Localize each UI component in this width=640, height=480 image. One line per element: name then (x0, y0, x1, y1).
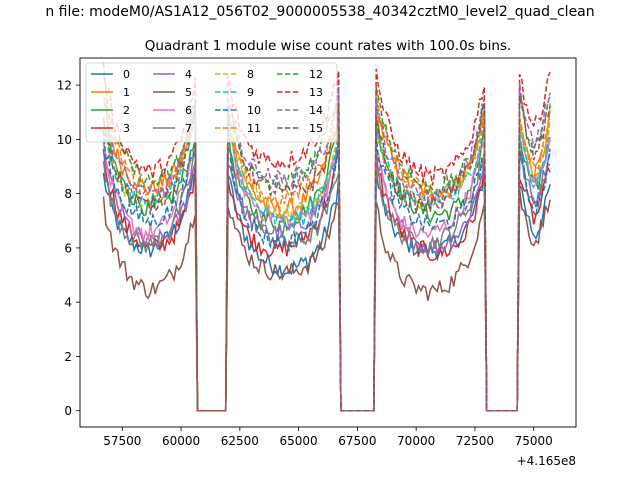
legend-label-4: 4 (185, 68, 192, 81)
x-axis-offset-label: +4.165e8 (517, 454, 576, 468)
series-line-9 (102, 110, 551, 412)
axes-frame (79, 57, 577, 428)
legend-label-12: 12 (309, 68, 323, 81)
series-line-7 (102, 147, 551, 412)
series-line-4 (102, 139, 551, 412)
y-tick-label: 0 (64, 404, 72, 418)
series-line-14 (103, 82, 551, 412)
legend-label-13: 13 (309, 86, 323, 99)
x-tick-label: 67500 (338, 434, 376, 448)
legend-label-7: 7 (185, 122, 192, 135)
series-line-15 (102, 95, 551, 412)
series-line-10 (102, 130, 551, 412)
series-line-5 (102, 188, 551, 412)
series-line-11 (102, 86, 551, 412)
y-tick-label: 4 (64, 296, 72, 310)
legend-label-14: 14 (309, 104, 323, 117)
y-tick-label: 8 (64, 187, 72, 201)
x-tick-label: 62500 (221, 434, 259, 448)
legend-label-15: 15 (309, 122, 323, 135)
x-tick-label: 57500 (103, 434, 141, 448)
x-tick-label: 75000 (515, 434, 553, 448)
x-tick-label: 65000 (280, 434, 318, 448)
y-tick-label: 10 (57, 133, 72, 147)
legend-label-9: 9 (247, 86, 254, 99)
series-line-6 (102, 129, 551, 412)
x-tick-label: 60000 (162, 434, 200, 448)
y-axis: 0 2 4 6 8 10 12 (57, 79, 80, 418)
legend-label-5: 5 (185, 86, 192, 99)
x-tick-label: 70000 (397, 434, 435, 448)
legend-label-3: 3 (123, 122, 130, 135)
legend-label-10: 10 (247, 104, 261, 117)
legend-label-11: 11 (247, 122, 261, 135)
x-tick-label: 72500 (456, 434, 494, 448)
y-tick-label: 2 (64, 350, 72, 364)
legend-box (85, 62, 338, 143)
series-line-3 (102, 149, 551, 412)
legend-label-6: 6 (185, 104, 192, 117)
legend-label-0: 0 (123, 68, 130, 81)
y-tick-label: 6 (64, 241, 72, 255)
legend-label-2: 2 (123, 104, 130, 117)
y-tick-label: 12 (57, 79, 72, 93)
x-axis: 57500 60000 62500 65000 67500 70000 72500 75000 (103, 427, 553, 448)
legend-label-8: 8 (247, 68, 254, 81)
figure-suptitle: n file: modeM0/AS1A12_056T02_9000005538_… (45, 4, 594, 20)
legend-label-1: 1 (123, 86, 130, 99)
chart-title: Quadrant 1 module wise count rates with … (145, 38, 511, 54)
